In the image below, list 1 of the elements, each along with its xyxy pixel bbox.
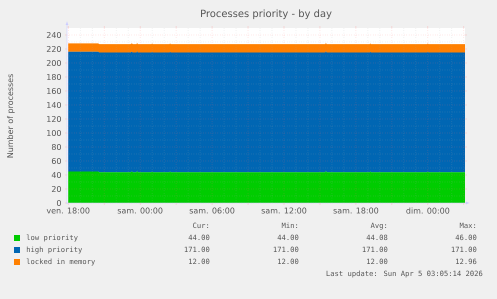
chart-title: Processes priority - by day bbox=[201, 9, 332, 20]
